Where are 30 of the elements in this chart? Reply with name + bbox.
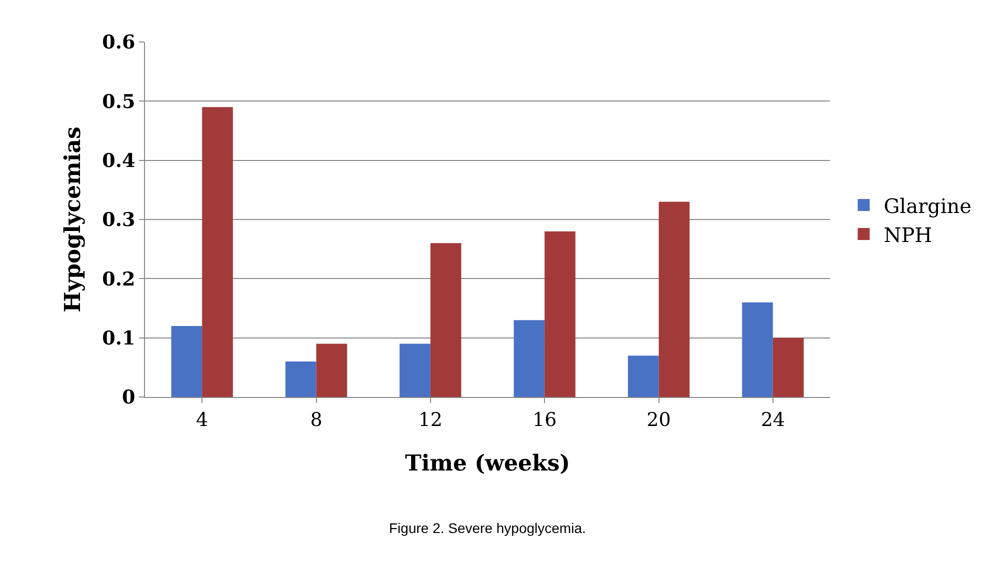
y-tick-label: 0.3 — [102, 209, 136, 232]
x-axis-title: Time (weeks) — [404, 450, 570, 477]
y-tick-label: 0.2 — [102, 268, 136, 290]
y-tick-label: 0 — [122, 386, 136, 409]
legend-label: NPH — [884, 222, 932, 247]
y-tick-label: 0.6 — [102, 32, 136, 54]
y-tick-label: 0.5 — [102, 90, 136, 113]
x-tick-label: 8 — [310, 408, 322, 431]
bar — [628, 356, 659, 397]
bar — [202, 107, 233, 397]
y-tick-label: 0.1 — [102, 327, 136, 350]
x-tick-label: 24 — [760, 408, 786, 431]
caption: Figure 2. Severe hypoglycemia. — [389, 520, 586, 536]
y-tick-label: 0.4 — [102, 150, 136, 172]
bar — [514, 320, 545, 397]
bar — [742, 302, 773, 397]
y-axis-title: Hypoglycemias — [60, 126, 86, 312]
x-tick-label: 20 — [646, 408, 671, 431]
x-tick-label: 4 — [196, 408, 208, 431]
legend-label: Glargine — [884, 194, 972, 218]
bar — [658, 202, 690, 397]
bar — [400, 344, 430, 397]
bar — [772, 338, 804, 397]
bar — [285, 362, 316, 397]
bar — [430, 243, 462, 397]
bar — [171, 326, 202, 397]
x-tick-label: 12 — [418, 408, 443, 431]
bar — [316, 344, 348, 397]
bar — [544, 231, 576, 397]
x-tick-label: 16 — [532, 408, 557, 431]
